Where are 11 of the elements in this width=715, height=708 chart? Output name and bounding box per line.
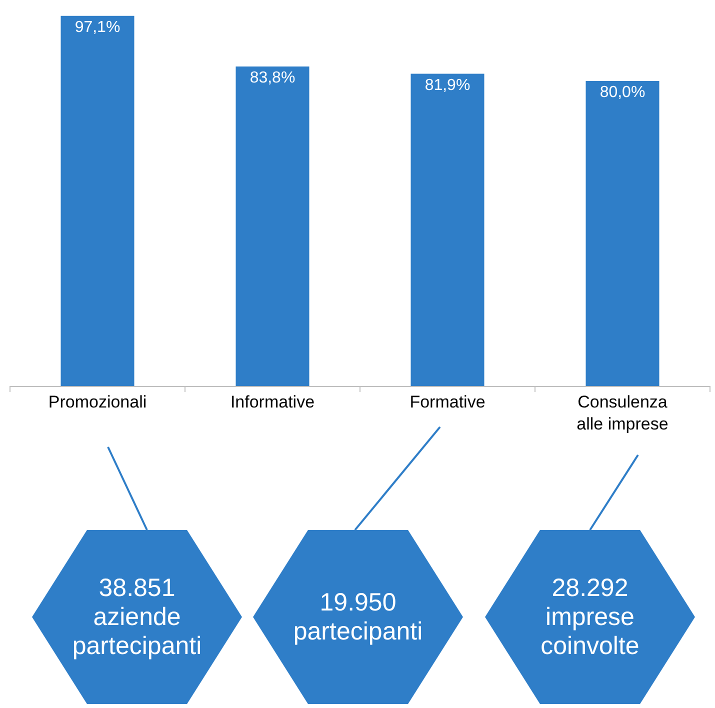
- x-tick-label: Formative: [410, 392, 486, 412]
- data-label: 81,9%: [424, 76, 470, 94]
- x-tick-label: Promozionali: [48, 392, 147, 412]
- text: 28.292 imprese coinvolte: [540, 574, 640, 660]
- data-label: 83,8%: [250, 70, 296, 87]
- data-label: 80,0%: [600, 84, 646, 102]
- data-label: 97,1%: [74, 18, 120, 36]
- text: 38.851 aziende partecipanti: [72, 574, 202, 660]
- x-tick-label: Consulenza alle imprese: [576, 392, 668, 434]
- text: 19.950 partecipanti: [293, 588, 423, 646]
- x-tick-label: Informative: [230, 392, 315, 412]
